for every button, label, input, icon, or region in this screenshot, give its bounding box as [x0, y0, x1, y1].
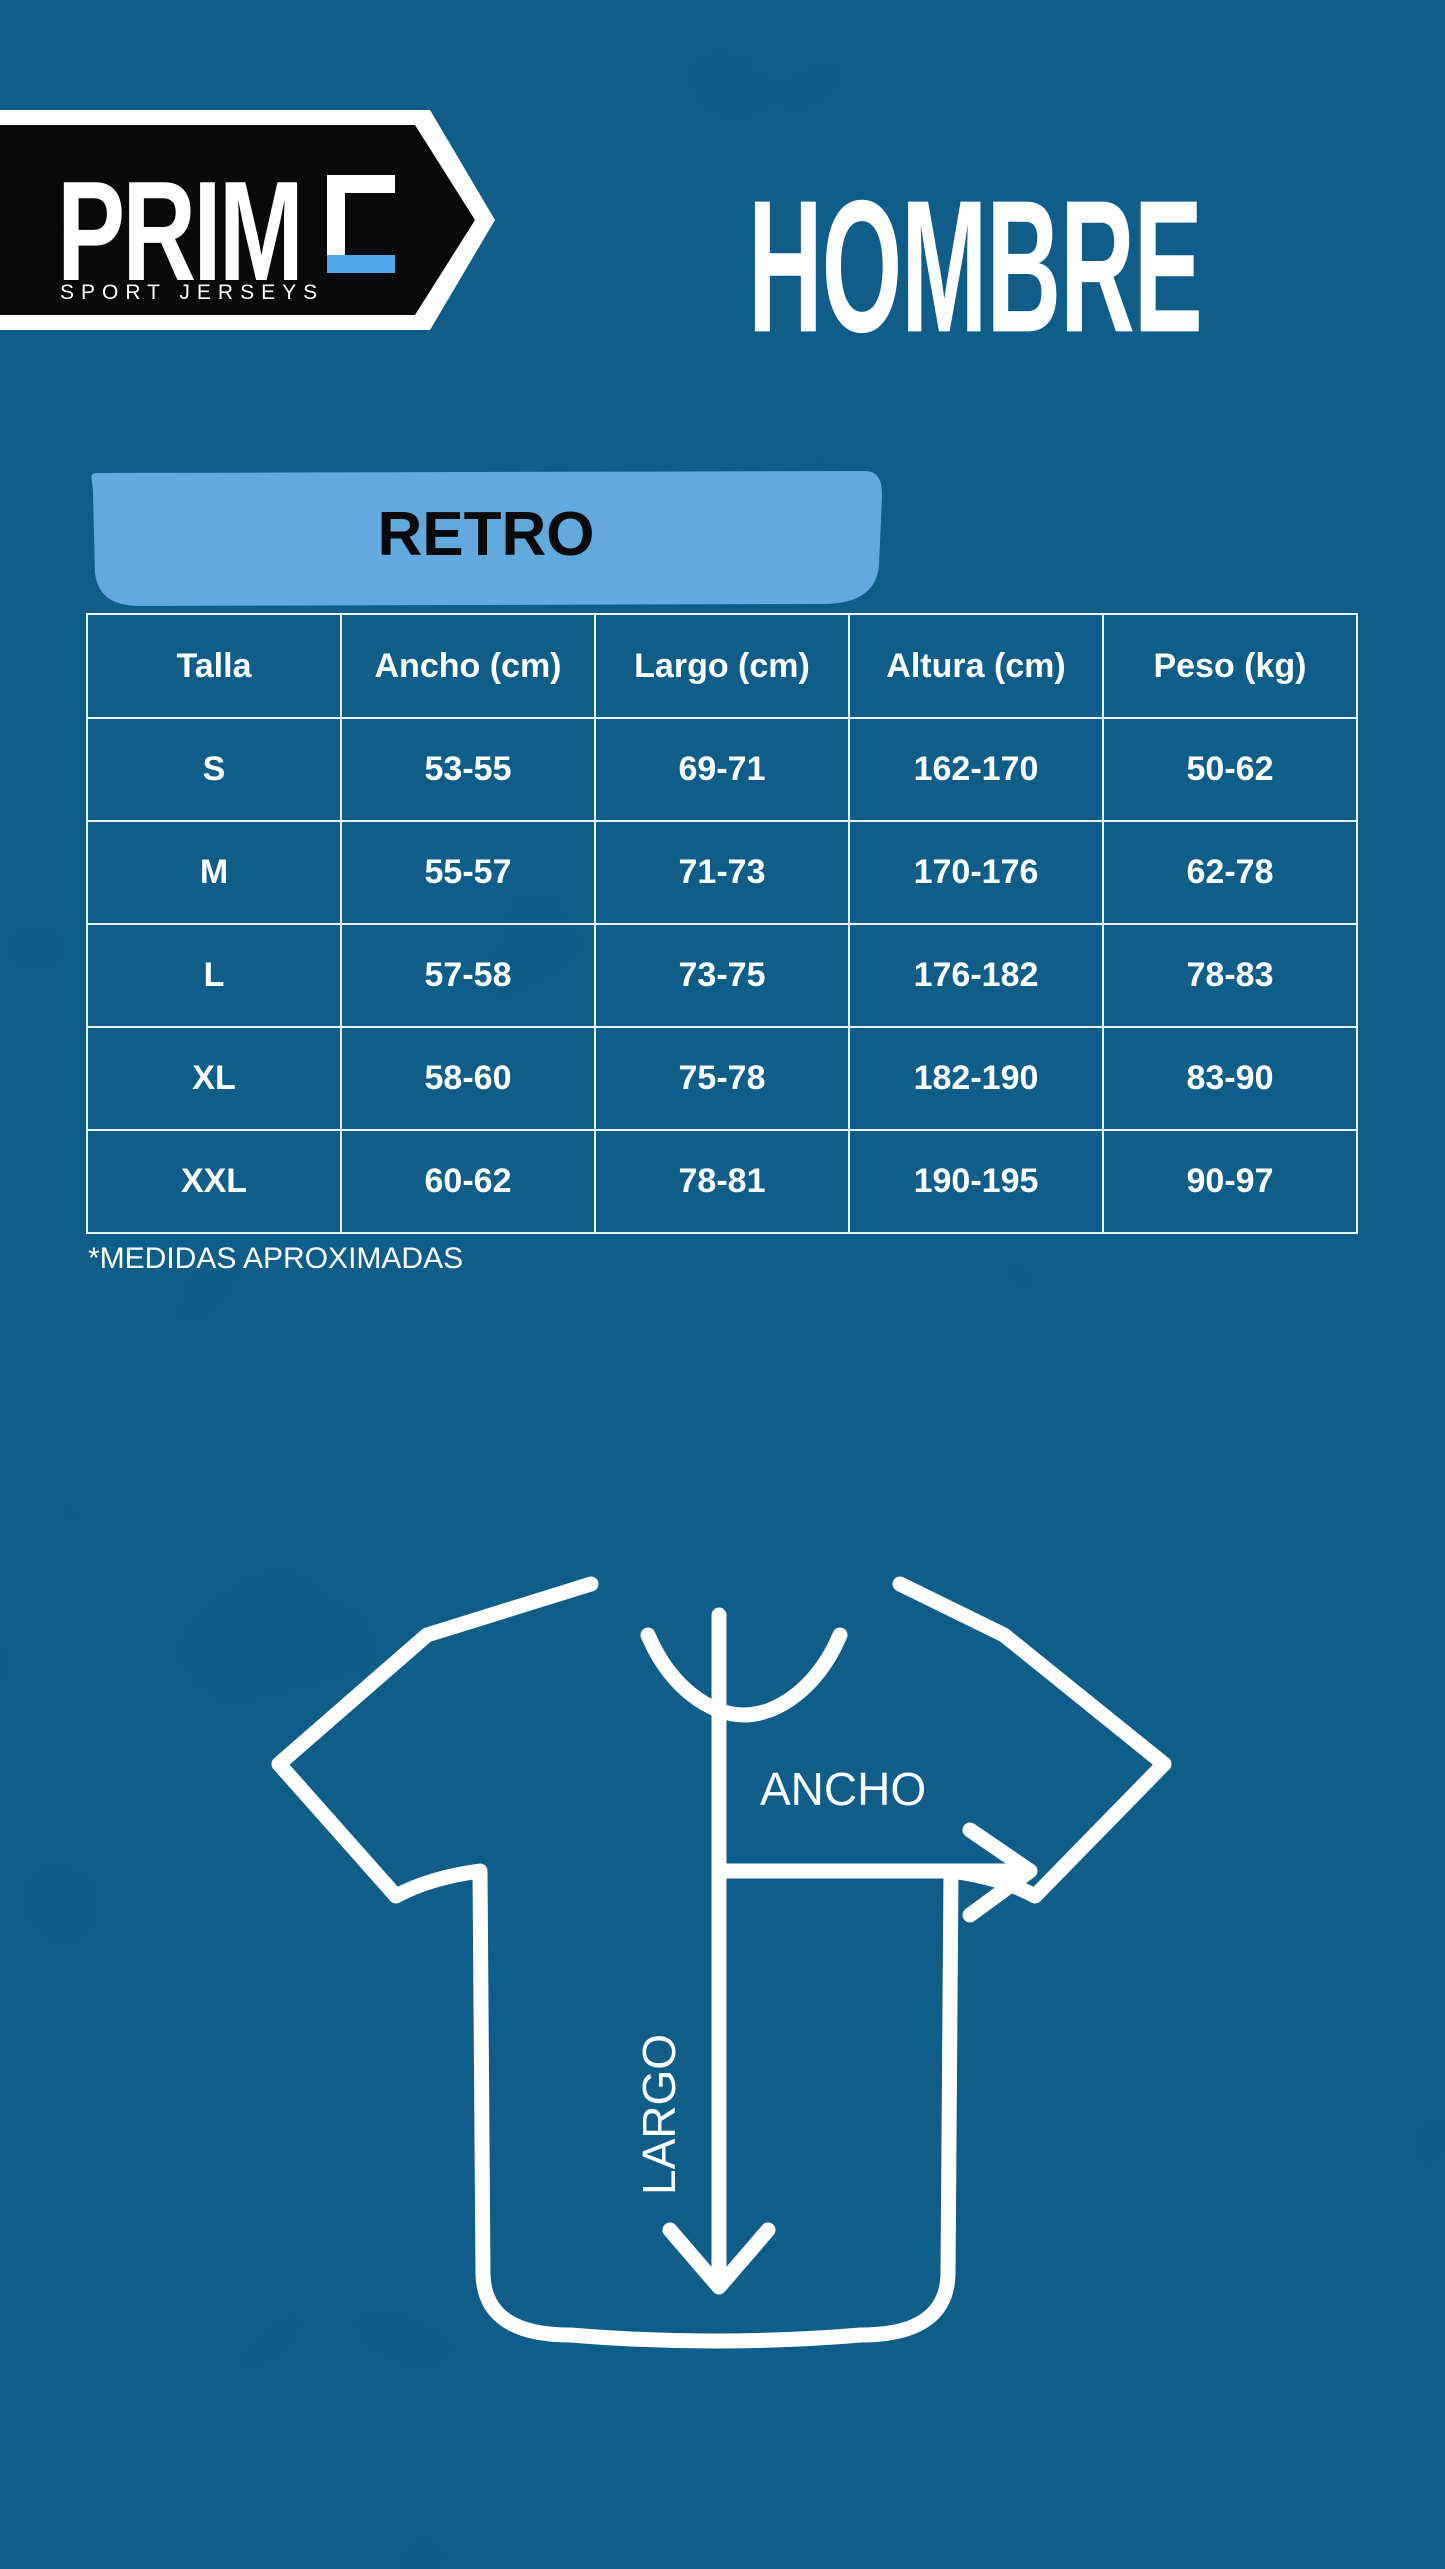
svg-text:ANCHO: ANCHO [760, 1763, 926, 1815]
svg-text:LARGO: LARGO [633, 2034, 685, 2195]
svg-text:RETRO: RETRO [378, 500, 595, 569]
svg-text:SPORT JERSEYS: SPORT JERSEYS [60, 281, 324, 304]
